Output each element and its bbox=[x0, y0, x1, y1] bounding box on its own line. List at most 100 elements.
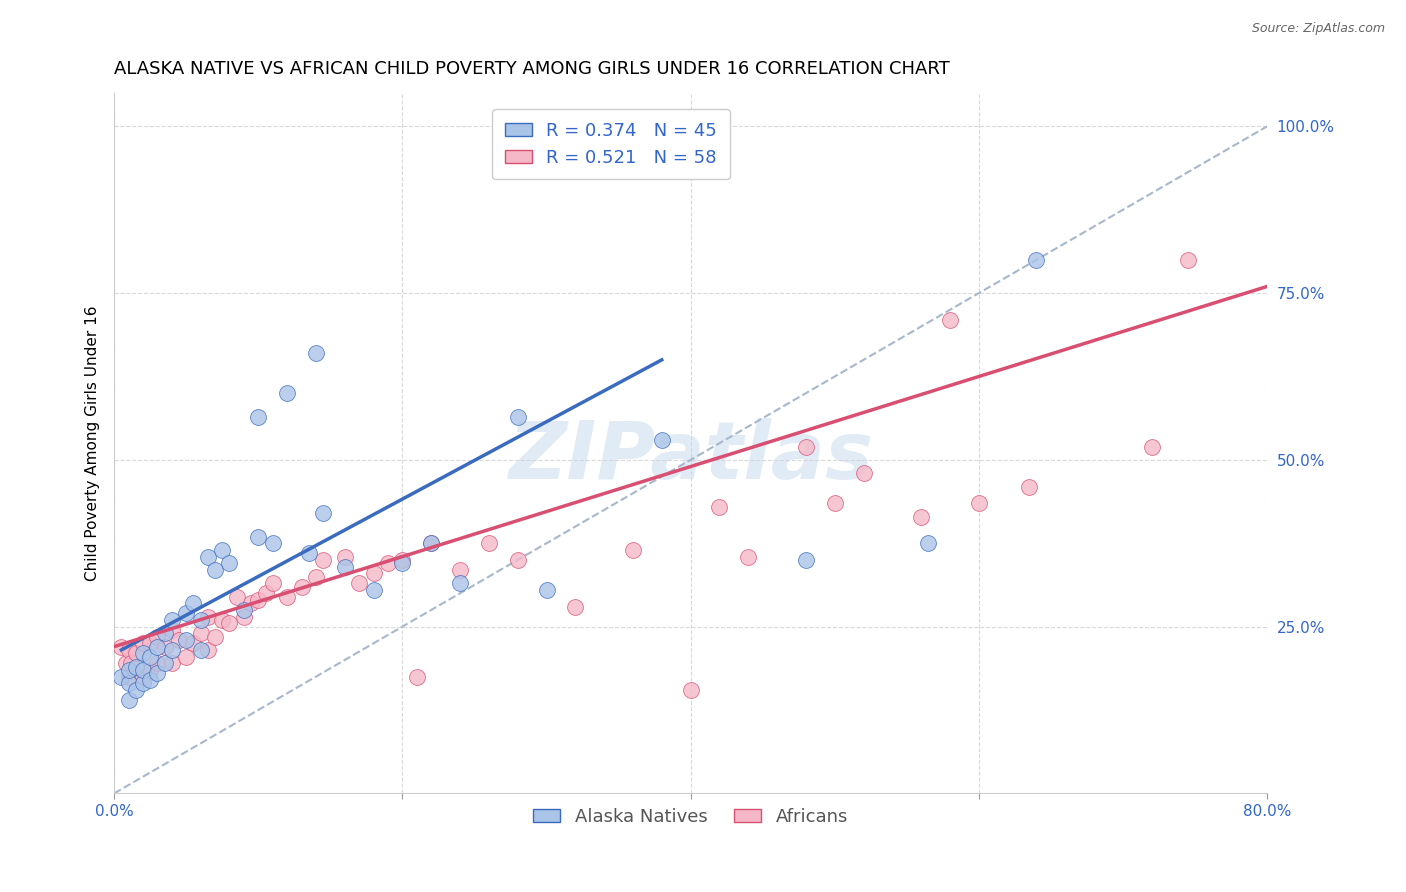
Point bbox=[160, 613, 183, 627]
Point bbox=[110, 640, 132, 654]
Point bbox=[449, 563, 471, 577]
Point bbox=[225, 590, 247, 604]
Point bbox=[363, 566, 385, 581]
Point bbox=[247, 530, 270, 544]
Point bbox=[167, 632, 190, 647]
Point bbox=[132, 646, 155, 660]
Point bbox=[312, 553, 335, 567]
Point bbox=[305, 346, 328, 360]
Point bbox=[117, 676, 139, 690]
Point bbox=[391, 553, 413, 567]
Point bbox=[363, 582, 385, 597]
Point bbox=[160, 643, 183, 657]
Point bbox=[420, 536, 443, 550]
Point bbox=[240, 596, 263, 610]
Point bbox=[1177, 252, 1199, 267]
Point bbox=[153, 640, 176, 654]
Point bbox=[276, 386, 298, 401]
Point bbox=[254, 586, 277, 600]
Point bbox=[679, 683, 702, 698]
Point bbox=[204, 630, 226, 644]
Point bbox=[117, 693, 139, 707]
Point bbox=[190, 643, 212, 657]
Point bbox=[262, 576, 284, 591]
Point bbox=[247, 409, 270, 424]
Point bbox=[232, 609, 254, 624]
Point bbox=[232, 603, 254, 617]
Point bbox=[910, 509, 932, 524]
Point bbox=[197, 549, 219, 564]
Point bbox=[110, 670, 132, 684]
Point bbox=[564, 599, 586, 614]
Point bbox=[174, 649, 197, 664]
Point bbox=[737, 549, 759, 564]
Point bbox=[290, 580, 312, 594]
Point bbox=[794, 553, 817, 567]
Point bbox=[139, 663, 162, 677]
Point bbox=[190, 626, 212, 640]
Point bbox=[449, 576, 471, 591]
Point bbox=[218, 556, 240, 570]
Text: ALASKA NATIVE VS AFRICAN CHILD POVERTY AMONG GIRLS UNDER 16 CORRELATION CHART: ALASKA NATIVE VS AFRICAN CHILD POVERTY A… bbox=[114, 60, 950, 78]
Point bbox=[506, 553, 529, 567]
Point bbox=[794, 440, 817, 454]
Point bbox=[139, 636, 162, 650]
Point bbox=[298, 546, 321, 560]
Y-axis label: Child Poverty Among Girls Under 16: Child Poverty Among Girls Under 16 bbox=[86, 305, 100, 581]
Legend: Alaska Natives, Africans: Alaska Natives, Africans bbox=[526, 801, 855, 833]
Point bbox=[651, 433, 673, 447]
Point bbox=[114, 657, 136, 671]
Point bbox=[709, 500, 731, 514]
Point bbox=[247, 593, 270, 607]
Point bbox=[125, 659, 148, 673]
Point bbox=[276, 590, 298, 604]
Point bbox=[174, 632, 197, 647]
Point bbox=[218, 616, 240, 631]
Text: ZIPatlas: ZIPatlas bbox=[508, 418, 873, 496]
Point bbox=[183, 596, 205, 610]
Point bbox=[347, 576, 370, 591]
Point bbox=[125, 646, 148, 660]
Point bbox=[1025, 252, 1047, 267]
Point bbox=[146, 630, 169, 644]
Point bbox=[139, 649, 162, 664]
Point bbox=[153, 626, 176, 640]
Point bbox=[1018, 479, 1040, 493]
Point bbox=[312, 506, 335, 520]
Point bbox=[852, 467, 875, 481]
Point bbox=[121, 657, 143, 671]
Point bbox=[117, 663, 139, 677]
Point bbox=[305, 569, 328, 583]
Point bbox=[190, 613, 212, 627]
Point bbox=[824, 496, 846, 510]
Point bbox=[391, 556, 413, 570]
Point bbox=[405, 670, 427, 684]
Point bbox=[211, 542, 233, 557]
Point bbox=[506, 409, 529, 424]
Point bbox=[160, 623, 183, 637]
Point bbox=[153, 657, 176, 671]
Point bbox=[139, 673, 162, 687]
Point bbox=[117, 670, 139, 684]
Point bbox=[262, 536, 284, 550]
Point bbox=[132, 670, 155, 684]
Point bbox=[420, 536, 443, 550]
Point bbox=[211, 613, 233, 627]
Point bbox=[621, 542, 644, 557]
Point bbox=[204, 563, 226, 577]
Point bbox=[146, 666, 169, 681]
Point bbox=[146, 657, 169, 671]
Point bbox=[917, 536, 939, 550]
Point bbox=[939, 313, 962, 327]
Point bbox=[1140, 440, 1163, 454]
Text: Source: ZipAtlas.com: Source: ZipAtlas.com bbox=[1251, 22, 1385, 36]
Point bbox=[536, 582, 558, 597]
Point bbox=[174, 607, 197, 621]
Point bbox=[333, 559, 356, 574]
Point bbox=[132, 676, 155, 690]
Point bbox=[132, 663, 155, 677]
Point bbox=[146, 640, 169, 654]
Point bbox=[478, 536, 501, 550]
Point bbox=[132, 636, 155, 650]
Point bbox=[125, 683, 148, 698]
